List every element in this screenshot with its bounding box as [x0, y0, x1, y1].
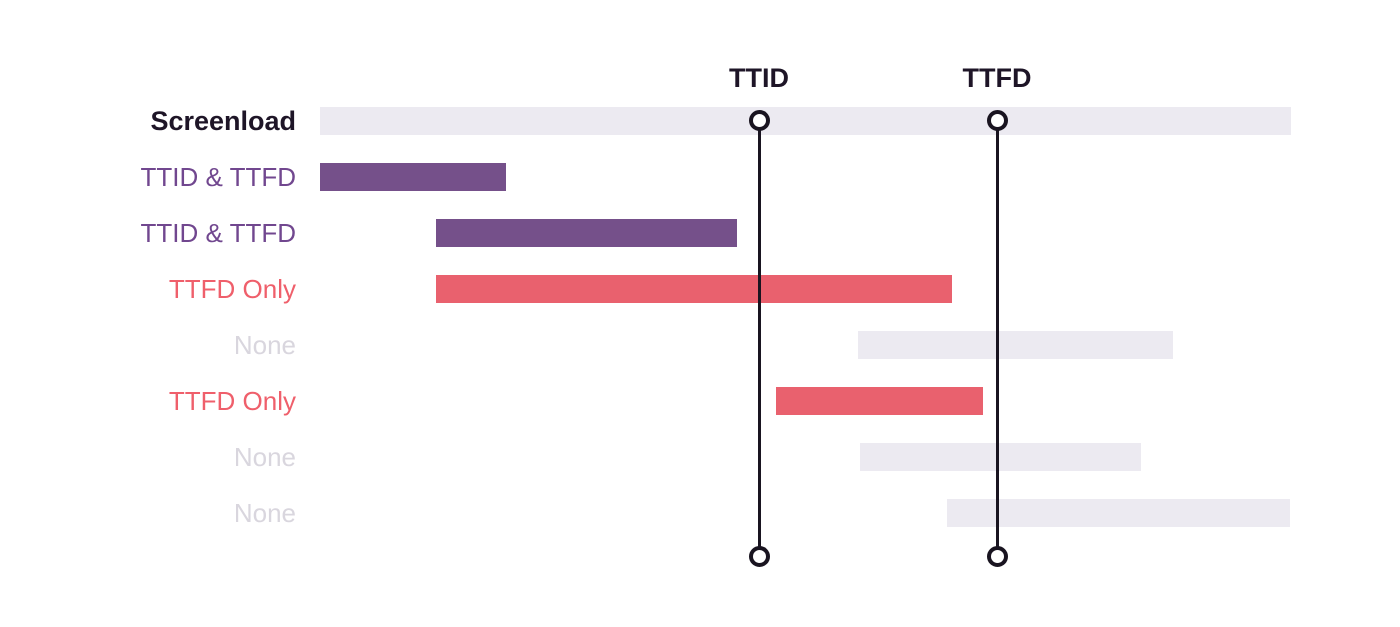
span-bar-ttfd_only: [776, 387, 983, 415]
ttfd-marker-top-circle: [986, 109, 1008, 131]
ttid-marker-title: TTID: [729, 63, 789, 93]
row-label-none: None: [233, 442, 296, 472]
span-bar-none: [947, 499, 1290, 527]
span-bar-ttfd_only: [436, 275, 952, 303]
row-label-ttfd_only: TTFD Only: [168, 274, 296, 304]
ttid-marker-bottom-circle: [748, 545, 770, 567]
ttfd-marker-title: TTFD: [962, 63, 1032, 93]
row-label-ttfd_only: TTFD Only: [168, 386, 296, 416]
row-label-none: None: [233, 498, 296, 528]
ttfd-marker-bottom-circle: [986, 545, 1008, 567]
ttid-marker-top-circle: [748, 109, 770, 131]
span-bar-ttid_ttfd: [436, 219, 737, 247]
span-bar-none: [860, 443, 1141, 471]
row-label-screenload: Screenload: [150, 106, 296, 136]
span-bar-none: [858, 331, 1173, 359]
ttid-marker-line: [757, 120, 761, 556]
span-bar-ttid_ttfd: [320, 163, 506, 191]
row-label-none: None: [233, 330, 296, 360]
ttfd-marker-line: [995, 120, 999, 556]
row-label-ttid_ttfd: TTID & TTFD: [140, 218, 296, 248]
row-label-ttid_ttfd: TTID & TTFD: [140, 162, 296, 192]
span-bar-screenload: [320, 107, 1291, 135]
